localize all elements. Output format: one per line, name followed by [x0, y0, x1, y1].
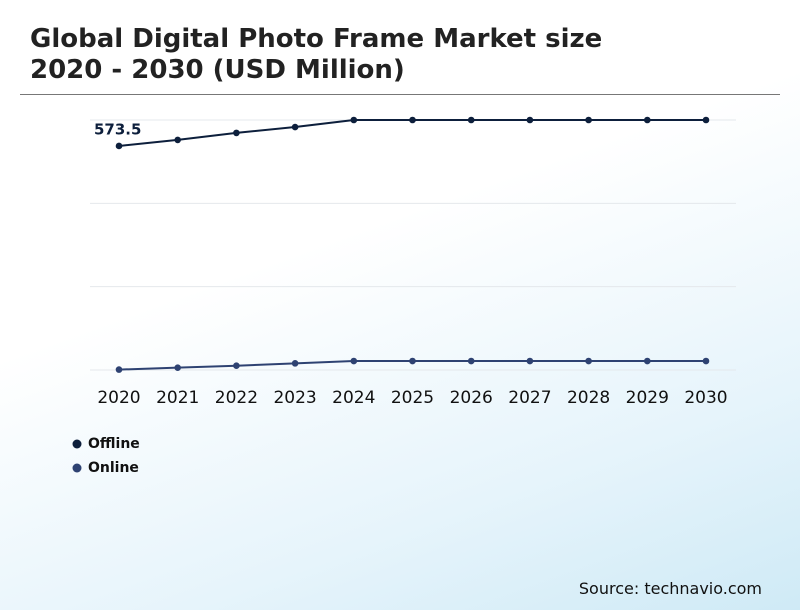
point	[526, 357, 534, 365]
point	[409, 357, 416, 365]
legend-marker	[72, 439, 82, 449]
x-tick-label: 2028	[567, 388, 610, 408]
point	[291, 123, 299, 131]
x-tick-label: 2022	[215, 388, 258, 408]
x-tick-label: 2027	[508, 388, 551, 408]
source: Source: technavio.com	[578, 579, 762, 598]
chart-title: Global Digital Photo Frame Market size 2…	[30, 24, 603, 85]
point	[350, 357, 358, 365]
point	[233, 129, 240, 137]
chart: 2020 2021 2022 2023 2024 2025 2026 2027 2028 2029…	[72, 116, 736, 476]
x-tick-label: 2020	[97, 388, 140, 408]
point	[644, 116, 651, 124]
legend-marker	[72, 463, 82, 473]
x-tick-label: 2029	[626, 388, 669, 408]
point	[467, 357, 475, 365]
point	[174, 136, 181, 144]
point	[585, 357, 592, 365]
data-label: 573.5	[94, 120, 141, 138]
point	[467, 116, 475, 124]
point	[174, 364, 181, 371]
point	[350, 116, 358, 124]
point	[702, 357, 710, 365]
legend-label: Offline	[88, 436, 140, 452]
point	[115, 142, 123, 150]
x-tick-label: 2025	[391, 388, 434, 408]
x-tick-label: 2021	[156, 388, 199, 408]
point	[702, 116, 710, 124]
x-tick-label: 2023	[273, 388, 316, 408]
point	[115, 366, 123, 373]
point	[585, 116, 592, 124]
point	[644, 357, 651, 365]
legend-label: Online	[88, 460, 139, 476]
point	[233, 362, 240, 370]
x-tick-label: 2030	[684, 388, 727, 408]
x-tick-label: 2026	[450, 388, 493, 408]
point	[526, 116, 534, 124]
point	[291, 360, 299, 367]
point	[409, 116, 416, 124]
x-tick-label: 2024	[332, 388, 375, 408]
series-line	[118, 119, 706, 147]
title-rule	[20, 94, 780, 95]
